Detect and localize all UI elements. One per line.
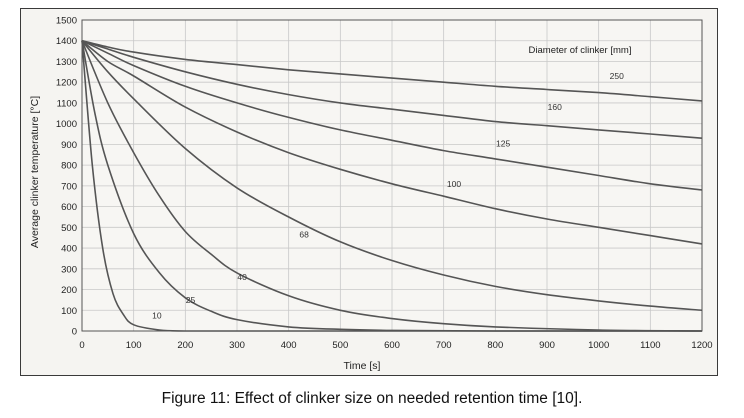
x-axis-title: Time [s] [344, 360, 381, 372]
series-line-125 [81, 39, 703, 191]
x-tick-label: 700 [436, 340, 452, 351]
x-tick-label: 0 [79, 340, 84, 351]
y-tick-label: 500 [61, 223, 77, 234]
x-tick-label: 300 [229, 340, 245, 351]
y-tick-label: 100 [61, 306, 77, 317]
series-line-160 [81, 39, 703, 139]
grid [81, 19, 703, 332]
series-line-68 [81, 40, 703, 312]
y-tick-label: 900 [61, 140, 77, 151]
x-tick-label: 100 [126, 340, 142, 351]
series-line-40 [81, 40, 703, 332]
x-tick-label: 500 [332, 340, 348, 351]
y-tick-label: 0 [72, 327, 77, 338]
x-tick-label: 1000 [588, 340, 609, 351]
series-label-250: 250 [610, 71, 624, 81]
y-tick-label: 800 [61, 161, 77, 172]
y-tick-label: 1000 [56, 119, 77, 130]
y-axis-title: Average clinker temperature [°C] [29, 96, 41, 248]
y-tick-label: 400 [61, 244, 77, 255]
y-tick-label: 1200 [56, 78, 77, 89]
y-tick-label: 1100 [57, 98, 77, 109]
series-label-68: 68 [299, 230, 309, 240]
x-tick-label: 1100 [640, 340, 660, 351]
y-tick-label: 600 [61, 202, 77, 213]
x-tick-label: 900 [539, 340, 555, 351]
y-tick-label: 700 [61, 181, 77, 192]
series-label-160: 160 [548, 102, 562, 112]
series-group: 10 25 40 68 100 125 160 250 [81, 39, 703, 332]
y-tick-label: 1300 [56, 57, 77, 68]
series-label-10: 10 [152, 311, 162, 321]
series-label-125: 125 [496, 138, 510, 148]
y-tick-label: 1400 [56, 36, 77, 47]
y-tick-label: 300 [61, 264, 77, 275]
figure-caption: Figure 11: Effect of clinker size on nee… [161, 390, 583, 407]
line-chart: 10 25 40 68 100 125 160 250 0 100 200 300 400 500 600… [29, 16, 713, 373]
x-tick-label: 800 [487, 340, 503, 351]
y-tick-label: 1500 [56, 16, 77, 27]
x-tick-label: 600 [384, 340, 400, 351]
axes: 0100200300400500600700800900100011001200… [56, 16, 713, 352]
series-line-250 [81, 39, 703, 102]
y-tick-label: 200 [61, 285, 77, 296]
x-tick-label: 1200 [691, 340, 712, 351]
x-tick-label: 200 [177, 340, 193, 351]
legend-title: Diameter of clinker [mm] [529, 45, 632, 56]
series-label-25: 25 [186, 295, 196, 305]
series-label-100: 100 [447, 179, 461, 189]
plot-border [81, 19, 703, 332]
x-tick-label: 400 [281, 340, 297, 351]
series-line-100 [81, 40, 703, 245]
series-label-40: 40 [237, 272, 247, 282]
